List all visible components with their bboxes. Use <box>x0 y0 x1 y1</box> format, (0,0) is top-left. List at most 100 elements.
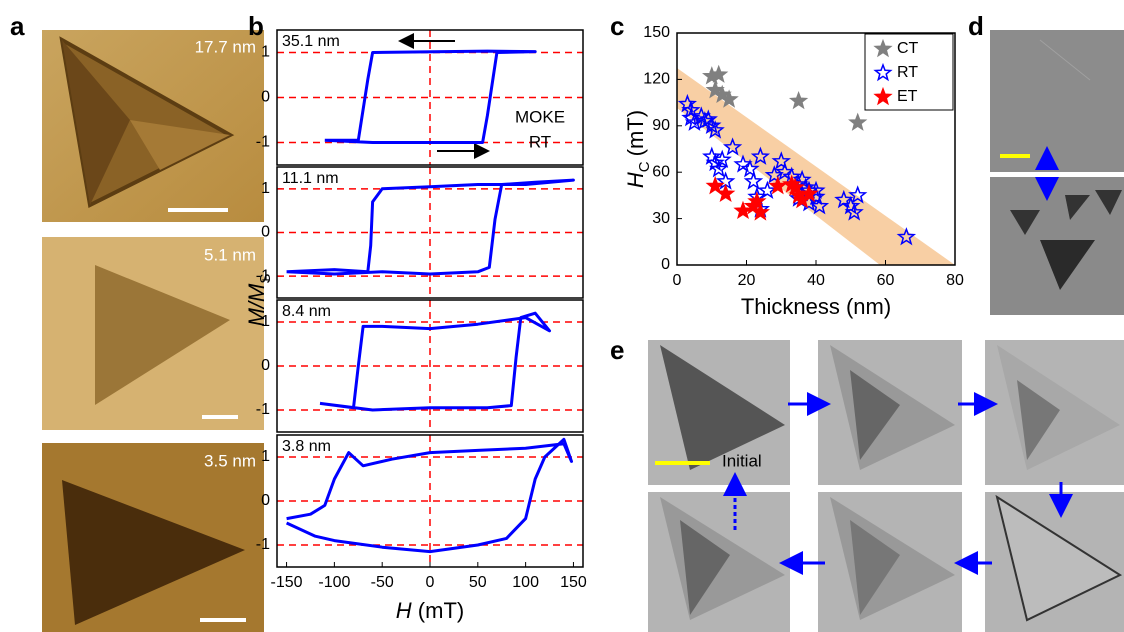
y-axis-label-unit: (mT) <box>623 110 648 156</box>
panel-label: d <box>968 11 984 41</box>
y-tick-label: 30 <box>652 210 670 227</box>
data-point <box>771 151 791 170</box>
x-tick-label: 0 <box>426 574 435 591</box>
data-point <box>848 185 868 204</box>
data-point <box>719 89 739 108</box>
annotation: RT <box>529 132 551 151</box>
trend-band <box>677 68 955 265</box>
x-tick-label: -100 <box>318 574 350 591</box>
data-point <box>743 171 764 190</box>
y-tick-label: 0 <box>261 492 270 509</box>
legend-marker <box>873 86 893 106</box>
data-point <box>712 149 732 169</box>
y-tick-label: 60 <box>652 163 670 180</box>
x-tick-label: 100 <box>512 574 539 591</box>
y-axis-label-sub: C <box>636 161 653 172</box>
data-point <box>750 146 771 165</box>
thickness-label: 35.1 nm <box>282 33 340 50</box>
x-tick-label: 20 <box>738 272 756 289</box>
x-tick-label: -50 <box>371 574 394 591</box>
y-axis-label: HC (mT) <box>623 110 654 188</box>
x-tick-label: 0 <box>673 272 682 289</box>
x-axis-label: H (mT) <box>396 598 464 623</box>
legend-marker <box>873 62 893 82</box>
thickness-label: 3.5 nm <box>204 451 256 470</box>
data-point <box>702 115 722 135</box>
hysteresis-loop <box>319 311 551 412</box>
data-point <box>722 137 743 156</box>
legend-label: ET <box>897 88 918 105</box>
thickness-label: 8.4 nm <box>282 303 331 320</box>
x-tick-label: 60 <box>877 272 895 289</box>
data-point <box>715 183 736 203</box>
data-point <box>809 196 830 215</box>
data-point <box>709 158 729 178</box>
y-tick-label: -1 <box>256 401 270 418</box>
panel-label: c <box>610 11 624 41</box>
data-point <box>757 180 778 199</box>
data-point <box>896 227 917 246</box>
x-tick-label: 40 <box>807 272 825 289</box>
image-sequence: Initial <box>648 340 1124 632</box>
y-tick-label: 1 <box>261 448 270 465</box>
thickness-label: 11.1 nm <box>282 170 339 187</box>
y-tick-label: -1 <box>256 536 270 553</box>
y-axis-label: M/MS <box>244 274 275 327</box>
plot-frame <box>276 29 584 166</box>
panel-label: e <box>610 335 624 365</box>
annotation: Initial <box>722 451 762 470</box>
y-tick-label: 0 <box>261 224 270 241</box>
data-point <box>768 175 788 195</box>
y-tick-label: 1 <box>261 44 270 61</box>
data-point <box>702 146 722 165</box>
panel-label: b <box>248 11 264 41</box>
x-axis-label: Thickness (nm) <box>741 294 891 319</box>
y-tick-label: 0 <box>261 89 270 106</box>
y-tick-label: 0 <box>261 357 270 374</box>
x-axis-label-unit: (mT) <box>418 598 464 623</box>
y-axis-label-main: M/M <box>244 283 269 326</box>
afm-image: 5.1 nm <box>42 237 264 430</box>
y-tick-label: 120 <box>643 71 670 88</box>
plot-frame <box>676 32 956 266</box>
data-point <box>705 175 725 195</box>
data-point <box>844 202 864 221</box>
x-tick-label: 80 <box>946 272 964 289</box>
legend-marker <box>873 38 893 58</box>
y-tick-label: 0 <box>661 256 670 273</box>
thickness-label: 5.1 nm <box>204 245 256 264</box>
data-point <box>709 64 729 83</box>
y-tick-label: 1 <box>261 180 270 197</box>
hysteresis-loop <box>286 178 575 276</box>
data-point <box>792 169 812 189</box>
image <box>990 30 1124 315</box>
y-tick-label: 90 <box>652 117 670 134</box>
x-axis-label-var: H <box>396 598 412 623</box>
data-point <box>747 191 767 210</box>
y-axis-label-main: H <box>623 172 648 188</box>
data-point <box>785 177 805 196</box>
annotation: MOKE <box>515 107 565 126</box>
data-point <box>733 200 753 220</box>
afm-image: 3.5 nm <box>42 443 264 632</box>
data-point <box>750 202 771 221</box>
legend-label: CT <box>897 40 919 57</box>
x-tick-label: -150 <box>271 574 303 591</box>
x-tick-label: 50 <box>469 574 487 591</box>
data-point <box>788 90 809 110</box>
hysteresis-loop <box>324 49 537 144</box>
y-tick-label: -1 <box>256 267 270 284</box>
afm-image: 17.7 nm <box>42 30 264 222</box>
thickness-label: 17.7 nm <box>195 37 256 56</box>
x-tick-label: 150 <box>560 574 587 591</box>
data-point <box>848 112 868 131</box>
y-axis-label-sub: S <box>257 274 274 284</box>
y-tick-label: 1 <box>261 313 270 330</box>
panel-label: a <box>10 11 25 41</box>
thickness-label: 3.8 nm <box>282 438 331 455</box>
data-point <box>788 185 809 204</box>
plot-frame <box>276 299 584 433</box>
hysteresis-loop <box>285 437 573 554</box>
y-tick-label: 150 <box>643 24 670 41</box>
